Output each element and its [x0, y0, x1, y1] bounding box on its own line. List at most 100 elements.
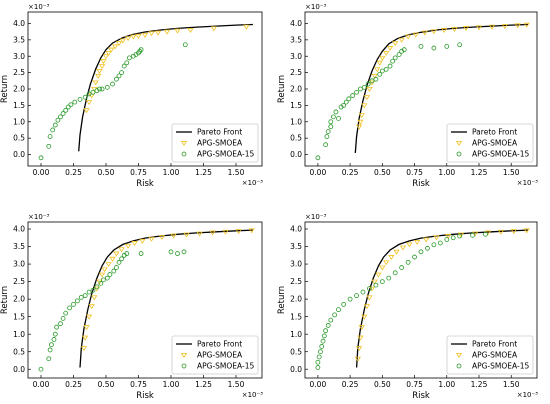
- apg-smoea-15-point: [341, 301, 347, 307]
- x-tick-label: 0.25: [65, 168, 82, 177]
- y-tick-label: 3.0: [290, 260, 302, 269]
- legend-label: APG-SMOEA: [197, 139, 243, 148]
- apg-smoea-point: [510, 229, 517, 235]
- apg-smoea-15-point: [315, 365, 321, 370]
- apg-smoea-point: [95, 73, 102, 79]
- x-tick-label: 1.50: [228, 380, 245, 389]
- apg-smoea-point: [91, 295, 98, 301]
- apg-smoea-15-point: [52, 122, 58, 128]
- apg-smoea-15-point: [343, 99, 349, 105]
- y-tick-label: 4.0: [13, 225, 25, 234]
- x-tick-label: 0.50: [374, 168, 391, 177]
- apg-smoea-point: [130, 34, 137, 40]
- x-tick-label: 0.25: [342, 380, 359, 389]
- apg-smoea-point: [376, 60, 383, 66]
- apg-smoea-15-point: [437, 240, 443, 246]
- apg-smoea-15-point: [111, 268, 117, 274]
- apg-smoea-15-point: [78, 294, 84, 300]
- legend-box: [171, 123, 259, 163]
- apg-smoea-point: [118, 247, 125, 253]
- apg-smoea-15-point: [75, 298, 80, 304]
- apg-smoea-point: [366, 87, 373, 92]
- apg-smoea-15-point: [328, 119, 334, 125]
- apg-smoea-point: [83, 325, 90, 331]
- apg-smoea-15-point: [328, 124, 334, 130]
- y-tick-label: 0.5: [13, 347, 25, 356]
- apg-smoea-15-point: [392, 55, 398, 61]
- apg-smoea-15-point: [365, 81, 371, 87]
- x-tick-label: 0.00: [33, 168, 50, 177]
- apg-smoea-15-point: [360, 289, 366, 295]
- apg-smoea-15-point: [46, 356, 52, 362]
- apg-smoea-15-point: [126, 55, 132, 61]
- y-tick-label: 3.0: [13, 52, 25, 61]
- x-tick-label: 0.75: [130, 168, 147, 177]
- apg-smoea-point: [102, 54, 110, 60]
- y-tick-label: 1.0: [13, 117, 25, 126]
- legend-swatch-triangle: [455, 141, 463, 146]
- y-tick-label: 2.5: [290, 277, 302, 286]
- apg-smoea-point: [100, 59, 107, 65]
- apg-smoea-point: [363, 95, 370, 101]
- apg-smoea-point: [113, 251, 120, 257]
- apg-smoea-15-point: [332, 312, 338, 318]
- apg-smoea-15-point: [396, 52, 402, 57]
- legend-label: APG-SMOEA-15: [197, 150, 254, 159]
- apg-smoea-15-point: [116, 259, 122, 265]
- apg-smoea-point: [163, 29, 171, 35]
- apg-smoea-point: [356, 346, 363, 352]
- y-tick-label: 0.0: [13, 150, 25, 159]
- apg-smoea-point: [462, 26, 470, 32]
- y-tick-label: 0.5: [13, 134, 25, 143]
- apg-smoea-15-point: [354, 293, 359, 299]
- apg-smoea-point: [148, 236, 155, 242]
- apg-smoea-point: [243, 24, 250, 30]
- legend-label: Pareto Front: [197, 128, 242, 137]
- x-tick-label: 1.25: [471, 380, 488, 389]
- apg-smoea-point: [96, 68, 103, 74]
- y-tick-label: 1.0: [290, 330, 302, 339]
- y-axis-multiplier: ×10⁻³: [28, 3, 49, 11]
- apg-smoea-point: [430, 29, 438, 35]
- apg-smoea-15-point: [181, 249, 187, 255]
- apg-smoea-15-point: [47, 347, 53, 353]
- apg-smoea-point: [139, 238, 146, 244]
- apg-smoea-15-point: [412, 254, 417, 260]
- apg-smoea-15-point: [94, 284, 100, 290]
- y-tick-label: 0.0: [13, 365, 25, 374]
- apg-smoea-point: [92, 80, 99, 86]
- apg-smoea-15-point: [60, 111, 66, 116]
- x-tick-label: 0.25: [65, 380, 82, 389]
- apg-smoea-15-point: [323, 328, 329, 334]
- chart-panel-1: 0.00 0.25 0.50 0.75 1.00 1.25 1.50 0.0 0.5 1.0 1.5…: [0, 3, 263, 189]
- y-tick-label: 1.5: [13, 312, 25, 321]
- plot-frame: [27, 221, 263, 379]
- x-tick-label: 1.00: [163, 380, 180, 389]
- legend-label: APG-SMOEA-15: [197, 362, 254, 371]
- apg-smoea-point: [374, 67, 381, 73]
- legend: Pareto Front APG-SMOEA APG-SMOEA-15: [446, 123, 534, 163]
- apg-smoea-point: [85, 100, 93, 106]
- apg-smoea-point: [501, 24, 508, 30]
- chart-panel-2: 0.00 0.25 0.50 0.75 1.00 1.25 1.50 0.0 0.5 1.0 1.5…: [277, 3, 538, 189]
- y-tick-label: 0.5: [290, 347, 302, 356]
- apg-smoea-point: [96, 279, 103, 285]
- x-axis-multiplier: ×10⁻³: [242, 391, 263, 399]
- apg-smoea-point: [210, 26, 218, 32]
- y-tick-label: 4.0: [290, 19, 302, 28]
- legend-label: APG-SMOEA-15: [472, 150, 529, 159]
- y-tick-label: 2.0: [13, 85, 25, 94]
- apg-smoea-point: [154, 30, 162, 36]
- apg-smoea-point: [124, 36, 132, 42]
- apg-smoea-point: [388, 255, 395, 261]
- apg-smoea-point: [108, 47, 115, 53]
- apg-smoea-15-point: [401, 47, 407, 53]
- y-tick-label: 2.0: [290, 295, 302, 304]
- apg-smoea-15-point: [373, 282, 379, 288]
- x-axis-label: Risk: [412, 391, 430, 401]
- apg-smoea-15-point: [97, 86, 102, 92]
- apg-smoea-point: [371, 279, 378, 285]
- x-tick-label: 0.50: [98, 168, 115, 177]
- legend-label: Pareto Front: [472, 340, 517, 349]
- apg-smoea-15-point: [457, 233, 463, 239]
